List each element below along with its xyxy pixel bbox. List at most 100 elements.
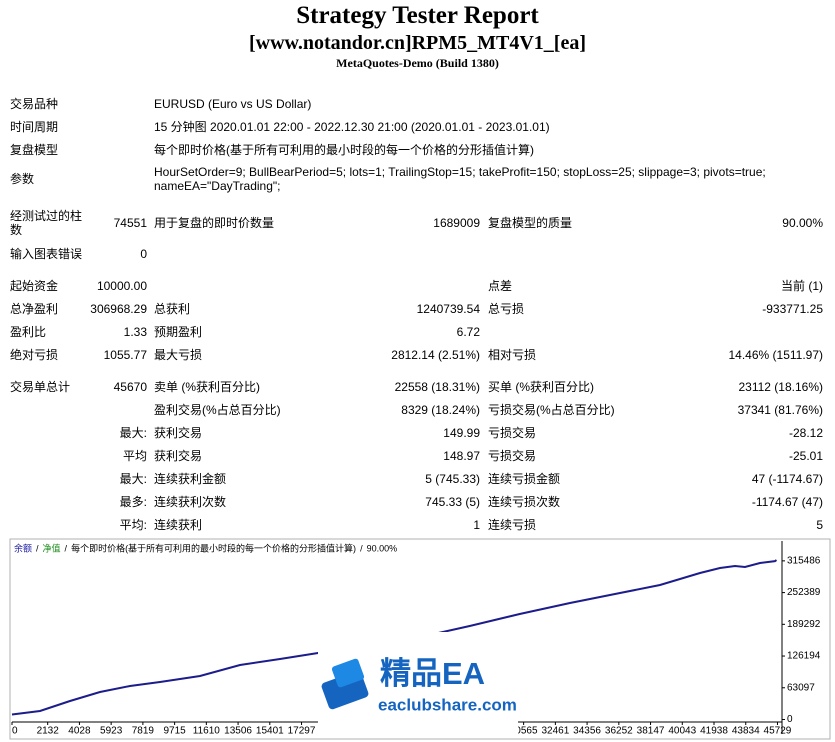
cell-value: 45670 <box>113 380 147 394</box>
cell-value: 6.72 <box>456 325 480 339</box>
cell-value: 306968.29 <box>90 302 147 316</box>
cell-value: 149.99 <box>443 426 480 440</box>
cell-label: 获利交易 <box>154 449 203 463</box>
x-tick-label: 34356 <box>573 726 601 737</box>
cell-label: 盈利比 <box>10 325 47 339</box>
cell-value: 1689009 <box>433 216 480 230</box>
cell-label: 总亏损 <box>488 302 525 316</box>
row-value: 每个即时价格(基于所有可利用的最小时段的每一个价格的分形插值计算) <box>154 143 534 157</box>
cell-value: 47 (-1174.67) <box>751 472 823 486</box>
cell-label: 亏损交易 <box>488 449 537 463</box>
x-tick-label: 7819 <box>132 726 155 737</box>
cell-value: 14.46% (1511.97) <box>728 348 823 362</box>
cell-value: 平均: <box>119 518 147 532</box>
cell-value: 1.33 <box>123 325 147 339</box>
watermark-brand: 精品EA <box>380 656 485 691</box>
x-tick-label: 4028 <box>68 726 91 737</box>
cell-value: -25.01 <box>788 449 823 463</box>
cell-value: 最多: <box>119 495 147 509</box>
cell-label: 点差 <box>488 279 513 293</box>
x-tick-label: 17297 <box>288 726 316 737</box>
cell-label: 连续亏损金额 <box>488 472 561 486</box>
row-label: 复盘模型 <box>10 143 59 157</box>
x-tick-label: 30565 <box>510 726 538 737</box>
cell-label: 亏损交易(%占总百分比) <box>488 403 615 417</box>
cell-value: 23112 (18.16%) <box>738 380 823 394</box>
cell-value: 2812.14 (2.51%) <box>391 348 480 362</box>
cell-value: 22558 (18.31%) <box>394 380 480 394</box>
y-tick-label: 0 <box>787 714 793 725</box>
y-tick-label: 189292 <box>787 619 821 630</box>
cell-value: -1174.67 (47) <box>751 495 823 509</box>
chart-header: / <box>360 543 363 553</box>
x-tick-label: 38147 <box>637 726 665 737</box>
cell-label: 复盘模型的质量 <box>488 216 573 230</box>
cell-label: 绝对亏损 <box>10 348 59 362</box>
cell-value: 74551 <box>113 216 147 230</box>
cell-value: 5 <box>816 518 823 532</box>
cell-label: 亏损交易 <box>488 426 537 440</box>
row-label: 参数 <box>10 172 35 186</box>
watermark: 精品EA eaclubshare.com <box>318 632 518 738</box>
cell-label: 连续获利金额 <box>154 472 227 486</box>
title: Strategy Tester Report <box>296 2 539 29</box>
row-label: 交易品种 <box>10 97 59 111</box>
cell-value: -28.12 <box>788 426 823 440</box>
chart-header: 90.00% <box>367 543 398 553</box>
x-tick-label: 11610 <box>193 726 221 737</box>
x-tick-label: 13506 <box>224 726 252 737</box>
cell-value: 37341 (81.76%) <box>737 403 823 417</box>
row-value: EURUSD (Euro vs US Dollar) <box>154 97 312 111</box>
cell-value: 148.97 <box>443 449 480 463</box>
cell-value: 1055.77 <box>103 348 147 362</box>
x-tick-label: 5923 <box>100 726 123 737</box>
cell-label: 最大亏损 <box>154 348 203 362</box>
cell-value: 最大: <box>119 426 147 440</box>
x-tick-label: 45729 <box>764 726 792 737</box>
row-label: 时间周期 <box>10 120 59 134</box>
chart-header: 每个即时价格(基于所有可利用的最小时段的每一个价格的分形插值计算) <box>71 542 356 553</box>
x-tick-label: 43834 <box>732 726 760 737</box>
cell-label: 买单 (%获利百分比) <box>488 380 594 394</box>
cell-label: 经测试过的柱数 <box>10 209 83 237</box>
cell-label: 预期盈利 <box>154 325 203 339</box>
x-tick-label: 40043 <box>668 726 696 737</box>
cell-value: -933771.25 <box>762 302 823 316</box>
cell-value: 最大: <box>119 472 147 486</box>
cell-value: 10000.00 <box>96 279 147 293</box>
cell-label: 连续获利次数 <box>154 495 227 509</box>
cell-label: 连续获利 <box>154 518 203 532</box>
cell-value: 1240739.54 <box>416 302 480 316</box>
cell-label: 连续亏损次数 <box>488 495 561 509</box>
x-tick-label: 32461 <box>541 726 569 737</box>
x-tick-label: 36252 <box>605 726 633 737</box>
cell-label: 获利交易 <box>154 426 203 440</box>
cell-value: 1 <box>473 518 480 532</box>
cell-label: 连续亏损 <box>488 518 537 532</box>
cell-label: 卖单 (%获利百分比) <box>154 380 260 394</box>
x-tick-label: 15401 <box>256 726 284 737</box>
cell-label: 相对亏损 <box>488 348 537 362</box>
cell-value: 745.33 (5) <box>425 495 480 509</box>
cell-label: 盈利交易(%占总百分比) <box>154 403 281 417</box>
cell-value: 8329 (18.24%) <box>401 403 480 417</box>
cell-value: 平均 <box>122 449 147 463</box>
row-value: HourSetOrder=9; BullBearPeriod=5; lots=1… <box>154 165 766 179</box>
cell-label: 输入图表错误 <box>10 247 83 261</box>
y-tick-label: 126194 <box>787 651 821 662</box>
watermark-icon <box>331 658 365 688</box>
chart-header: / <box>36 543 39 553</box>
cell-value: 当前 (1) <box>780 279 823 293</box>
cell-label: 交易单总计 <box>10 380 71 394</box>
cell-label: 用于复盘的即时价数量 <box>154 216 275 230</box>
x-tick-label: 41938 <box>700 726 728 737</box>
row-value: nameEA="DayTrading"; <box>154 179 281 193</box>
x-tick-label: 9715 <box>163 726 186 737</box>
watermark-site: eaclubshare.com <box>378 695 517 714</box>
chart-header: 余额 <box>14 542 32 553</box>
y-tick-label: 315486 <box>787 556 821 567</box>
cell-value: 90.00% <box>782 216 823 230</box>
y-tick-label: 63097 <box>787 682 815 693</box>
